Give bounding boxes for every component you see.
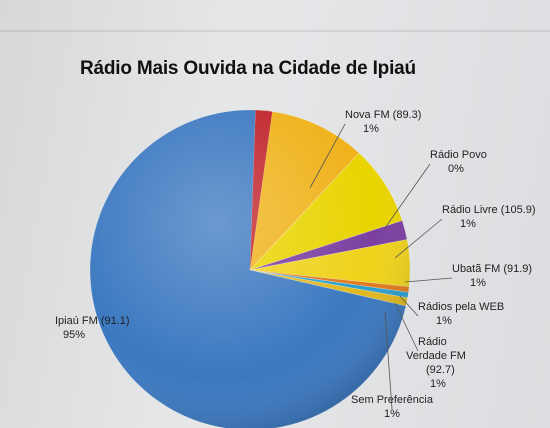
pie-shading	[90, 110, 410, 428]
slice-label-4: Ubatã FM (91.9) 1%	[452, 263, 532, 289]
slice-label-8: Ipiaú FM (91.1) 95%	[55, 315, 130, 341]
slice-label-2: Rádio Povo 0%	[430, 149, 487, 175]
slice-label-7: Sem Preferência 1%	[351, 394, 434, 420]
leader-line-6	[394, 302, 419, 352]
chart-title: Rádio Mais Ouvida na Cidade de Ipiaú	[80, 58, 416, 79]
leader-line-3	[394, 218, 443, 259]
leader-line-2	[384, 163, 431, 229]
slice-label-6: Rádio Verdade FM (92.7) 1%	[406, 336, 466, 390]
leader-line-7	[384, 311, 393, 410]
leader-line-4	[404, 277, 453, 283]
paper-edge	[0, 30, 550, 32]
leader-line-1	[309, 123, 346, 189]
slice-label-5: Rádios pela WEB 1%	[418, 301, 504, 327]
leader-line-5	[399, 295, 419, 317]
slice-label-1: Nova FM (89.3) 1%	[345, 109, 421, 135]
slice-label-3: Rádio Livre (105.9) 1%	[442, 204, 536, 230]
